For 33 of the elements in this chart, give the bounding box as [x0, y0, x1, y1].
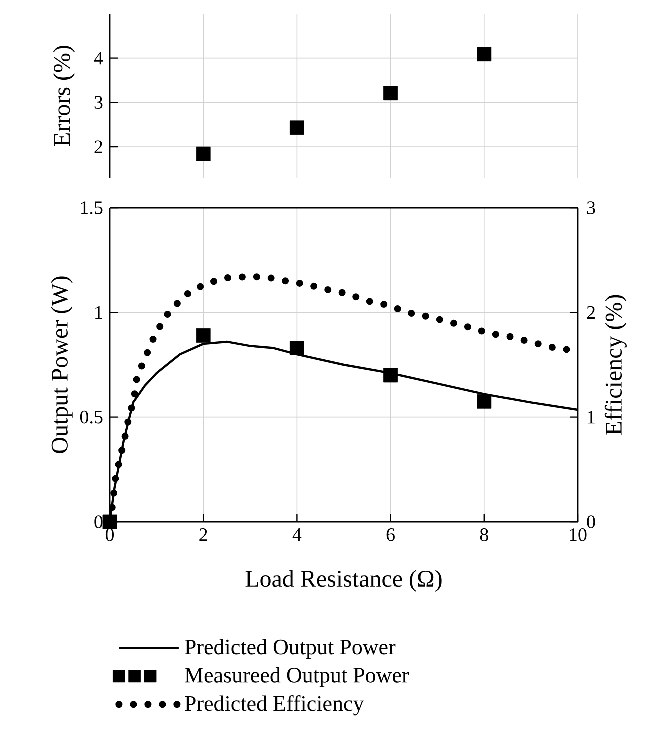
y-tick-label: 4 [94, 52, 104, 65]
point [384, 86, 398, 101]
x-tick-label: 4 [292, 528, 302, 542]
point [196, 328, 211, 343]
y2-axis-title: Efficiency (%) [604, 295, 627, 436]
legend-label: Measureed Output Power [185, 667, 410, 688]
y-axis-title: Errors (%) [53, 46, 76, 146]
x-tick-label: 2 [200, 528, 208, 542]
point [290, 341, 304, 356]
point [477, 394, 492, 409]
point [196, 146, 211, 162]
y-tick-label: 1 [96, 306, 102, 319]
y-tick-label: 0 [94, 516, 103, 528]
y-tick-label: 3 [94, 96, 103, 110]
y-tick-label: 0.5 [80, 410, 103, 424]
y-tick-label: 2 [94, 140, 102, 154]
y2-tick-label: 2 [587, 306, 595, 319]
point [290, 120, 304, 136]
legend-label: Predicted Output Power [185, 639, 396, 660]
y2-tick-label: 3 [587, 202, 596, 214]
legend-label: Predicted Efficiency [185, 695, 364, 716]
point [384, 368, 398, 383]
x-tick-label: 8 [480, 528, 488, 542]
x-axis-title: Load Resistance (Ω) [246, 570, 442, 592]
point [102, 514, 118, 530]
y2-tick-label: 0 [587, 516, 596, 528]
x-tick-label: 10 [570, 528, 587, 542]
y2-tick-label: 1 [588, 411, 595, 424]
point [477, 47, 492, 62]
x-tick-label: 0 [106, 528, 114, 542]
y-tick-label: 1.5 [81, 202, 103, 214]
y-axis-title: Output Power (W) [51, 276, 73, 454]
x-tick-label: 6 [386, 528, 395, 542]
